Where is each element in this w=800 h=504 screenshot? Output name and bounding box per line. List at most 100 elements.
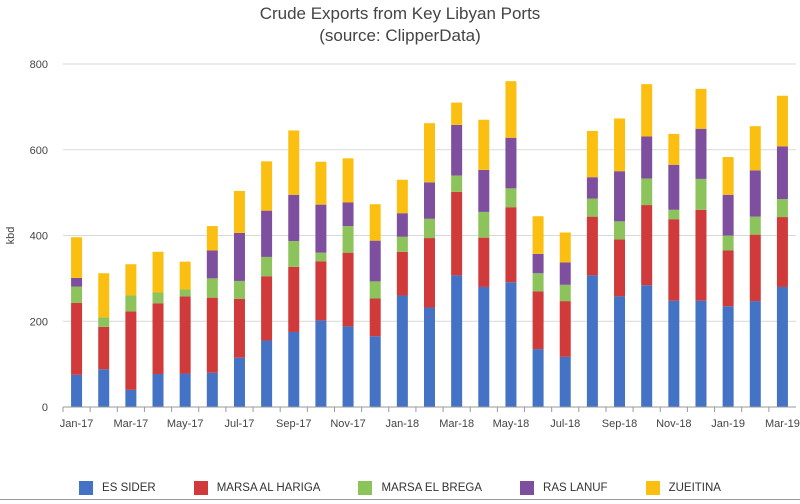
- bar-segment: [505, 282, 517, 407]
- bar-segment: [532, 273, 544, 292]
- bar-segment: [71, 302, 83, 375]
- bar-segment: [559, 262, 571, 285]
- bar-segment: [233, 280, 245, 299]
- bar-segment: [152, 251, 164, 293]
- bar-segment: [179, 289, 191, 297]
- bar-segment: [152, 373, 164, 407]
- bar-segment: [505, 81, 517, 138]
- bar-segment: [668, 164, 680, 210]
- bar-segment: [125, 389, 137, 407]
- bar-segment: [71, 237, 83, 278]
- x-tick-label: May-18: [493, 418, 530, 430]
- bar-segment: [722, 306, 734, 407]
- bar-segment: [776, 286, 788, 407]
- bar-segment: [261, 256, 273, 277]
- bar-segment: [478, 211, 490, 238]
- bar-stack: [776, 95, 788, 407]
- bar-stack: [125, 264, 137, 407]
- bar-segment: [722, 157, 734, 195]
- bar-segment: [641, 178, 653, 206]
- bar-segment: [125, 311, 137, 390]
- bar-segment: [505, 137, 517, 189]
- bar-segment: [668, 133, 680, 165]
- bar-segment: [586, 216, 598, 276]
- bar-stack: [71, 237, 83, 407]
- bar-segment: [424, 123, 435, 183]
- bar-segment: [478, 119, 490, 170]
- bar-segment: [315, 252, 327, 262]
- bar-segment: [749, 170, 761, 217]
- bar-segment: [532, 216, 544, 254]
- bar-segment: [261, 276, 273, 341]
- bar-segment: [641, 285, 653, 407]
- legend-label: MARSA EL BREGA: [381, 482, 483, 494]
- bar-segment: [288, 194, 300, 242]
- bar-segment: [261, 161, 273, 211]
- bar-segment: [71, 374, 83, 407]
- legend-swatch: [358, 481, 373, 495]
- x-tick-label: Nov-17: [330, 418, 365, 430]
- bar-stack: [668, 133, 680, 407]
- bar-segment: [749, 216, 761, 235]
- legend-swatch: [645, 481, 660, 495]
- bar-segment: [315, 161, 327, 205]
- bar-stack: [179, 261, 191, 407]
- bar-stack: [424, 123, 435, 407]
- x-tick-label: Sep-17: [276, 418, 311, 430]
- x-tick-label: Nov-18: [656, 418, 691, 430]
- bar-segment: [206, 278, 218, 298]
- bar-segment: [342, 202, 354, 227]
- bar-stack: [695, 88, 707, 407]
- bar-segment: [722, 194, 734, 236]
- bar-segment: [586, 177, 598, 199]
- bars: [71, 81, 788, 407]
- bar-segment: [369, 298, 381, 337]
- bar-segment: [152, 303, 164, 374]
- bar-segment: [342, 226, 354, 253]
- bar-segment: [478, 237, 490, 287]
- legend-swatch: [520, 481, 535, 495]
- bar-segment: [451, 124, 463, 176]
- bar-segment: [233, 298, 245, 358]
- bar-segment: [396, 295, 408, 407]
- bar-segment: [71, 277, 83, 287]
- legend-label: RAS LANUF: [543, 482, 608, 494]
- bar-segment: [424, 182, 435, 219]
- bar-segment: [71, 286, 83, 303]
- bar-segment: [559, 232, 571, 263]
- legend-label: MARSA AL HARIGA: [216, 482, 321, 494]
- bar-segment: [342, 326, 354, 407]
- bar-segment: [668, 219, 680, 301]
- legend-item: ZUEITINA: [645, 481, 721, 495]
- bar-segment: [695, 300, 707, 407]
- bar-stack: [641, 84, 653, 407]
- bar-segment: [315, 204, 327, 253]
- bar-segment: [424, 238, 435, 308]
- bar-segment: [206, 297, 218, 373]
- bar-segment: [179, 296, 191, 374]
- bar-segment: [396, 251, 408, 296]
- bar-segment: [641, 205, 653, 286]
- bar-segment: [614, 239, 626, 297]
- bar-segment: [451, 102, 463, 125]
- bar-stack: [532, 216, 544, 407]
- bar-stack: [233, 190, 245, 407]
- bar-segment: [668, 209, 680, 220]
- bar-segment: [125, 264, 137, 296]
- legend-label: ZUEITINA: [668, 482, 721, 494]
- bar-segment: [98, 273, 110, 318]
- bar-segment: [233, 357, 245, 407]
- bar-segment: [315, 261, 327, 321]
- x-tick-label: Mar-18: [439, 418, 474, 430]
- bar-stack: [505, 81, 517, 407]
- bar-stack: [288, 130, 300, 407]
- bar-segment: [206, 250, 218, 279]
- bar-stack: [396, 179, 408, 407]
- bar-segment: [396, 236, 408, 252]
- bar-segment: [261, 340, 273, 407]
- bar-segment: [424, 307, 435, 407]
- legend-item: ES SIDER: [79, 481, 156, 495]
- legend-item: MARSA EL BREGA: [358, 481, 482, 495]
